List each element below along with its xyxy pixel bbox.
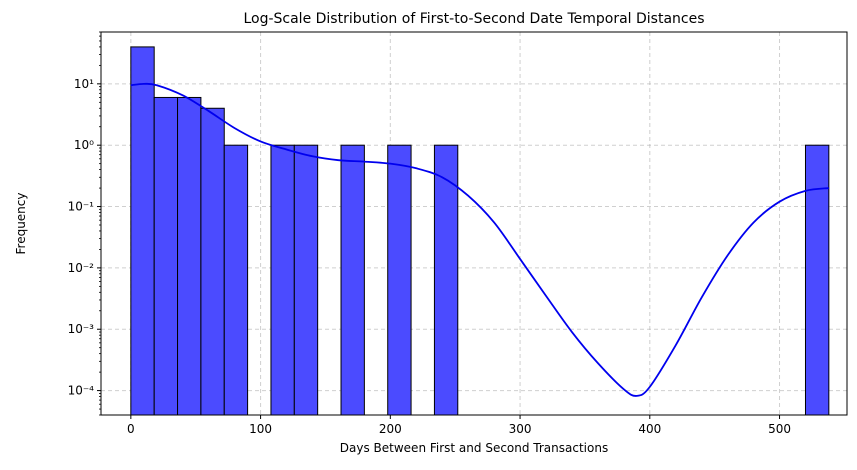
x-tick-label: 0 (127, 422, 135, 436)
y-tick-label: 10⁻⁴ (68, 384, 95, 398)
histogram-bar (130, 46, 155, 416)
histogram-bars (130, 46, 830, 416)
chart-title: Log-Scale Distribution of First-to-Secon… (243, 11, 704, 27)
histogram-bar (804, 144, 830, 416)
y-tick-label: 10⁻³ (68, 322, 95, 336)
x-tick-label: 500 (768, 422, 791, 436)
y-tick-label: 10¹ (74, 77, 94, 91)
x-axis-ticks: 0 100 200 300 400 500 (127, 415, 791, 436)
x-tick-label: 100 (249, 422, 272, 436)
x-tick-label: 400 (638, 422, 661, 436)
histogram-bar (223, 144, 249, 416)
histogram-bar (340, 144, 365, 416)
histogram-bar (200, 107, 225, 416)
y-tick-label: 10⁰ (74, 138, 94, 152)
kde-curve (130, 82, 829, 397)
histogram-bar (270, 144, 295, 416)
y-axis-ticks: 10⁻⁴ 10⁻³ 10⁻² 10⁻¹ 10⁰ 10¹ (68, 31, 101, 416)
histogram-bar (177, 96, 202, 416)
grid-lines (101, 32, 847, 415)
histogram-bar (153, 96, 179, 416)
histogram-bar (387, 144, 412, 416)
plot-area-frame (100, 31, 848, 416)
x-tick-label: 200 (379, 422, 402, 436)
y-tick-label: 10⁻² (68, 261, 95, 275)
kde-curve-group (130, 82, 829, 397)
x-axis-label: Days Between First and Second Transactio… (340, 441, 608, 455)
x-tick-label: 300 (509, 422, 532, 436)
y-tick-label: 10⁻¹ (68, 200, 95, 214)
y-axis-label: Frequency (14, 193, 28, 255)
histogram-bar (293, 144, 319, 416)
